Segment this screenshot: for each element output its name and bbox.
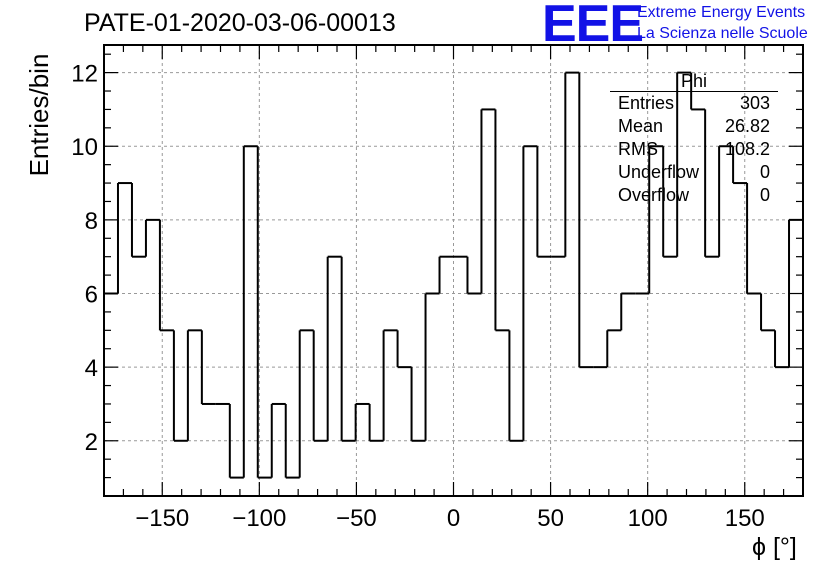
stats-label: Entries — [618, 93, 675, 113]
stats-row-entries: Entries 303 — [610, 92, 778, 115]
x-tick-label: −100 — [232, 505, 286, 532]
x-axis: −150 −100 −50 0 50 100 150 — [103, 45, 804, 532]
chart-title: PATE-01-2020-03-06-00013 — [84, 9, 396, 37]
x-axis-label: ϕ [°] — [752, 533, 797, 561]
x-tick-label: −150 — [135, 505, 189, 532]
x-tick-label: 150 — [725, 505, 765, 532]
y-tick-label: 10 — [71, 134, 98, 161]
stats-value: 26.82 — [724, 116, 770, 136]
x-tick-label: 50 — [537, 505, 564, 532]
y-tick-label: 4 — [85, 355, 98, 382]
stats-value: 0 — [759, 162, 770, 182]
x-tick-label: 0 — [447, 505, 460, 532]
y-tick-label: 12 — [71, 61, 98, 88]
stats-value: 303 — [739, 93, 770, 113]
stats-label: Mean — [618, 116, 664, 136]
y-tick-label: 2 — [85, 429, 98, 456]
x-tick-label: −50 — [336, 505, 377, 532]
y-axis: 2 4 6 8 10 12 — [71, 53, 803, 497]
stats-box: Phi Entries 303 Mean 26.82 RMS 108.2 Underf… — [610, 71, 778, 207]
stats-row-mean: Mean 26.82 — [610, 115, 778, 138]
stats-title: Phi — [610, 71, 778, 92]
stats-label: Overflow — [618, 185, 690, 205]
logo-caption-line2: La Scienza nelle Scuole — [637, 25, 808, 42]
stats-row-rms: RMS 108.2 — [610, 138, 778, 161]
stats-row-underflow: Underflow 0 — [610, 161, 778, 184]
logo-caption-line1: Extreme Energy Events — [637, 4, 806, 21]
stats-value: 0 — [759, 185, 770, 205]
histogram-series — [103, 71, 803, 496]
stats-value: 108.2 — [724, 139, 770, 159]
y-tick-label: 8 — [85, 208, 98, 235]
grid-lines — [104, 45, 803, 496]
x-tick-label: 100 — [628, 505, 668, 532]
eee-logo: EEE — [542, 0, 644, 53]
stats-row-overflow: Overflow 0 — [610, 184, 778, 207]
stats-label: Underflow — [618, 162, 700, 182]
y-axis-label: Entries/bin — [24, 53, 54, 177]
stats-label: RMS — [618, 139, 658, 159]
y-tick-label: 6 — [85, 282, 98, 309]
